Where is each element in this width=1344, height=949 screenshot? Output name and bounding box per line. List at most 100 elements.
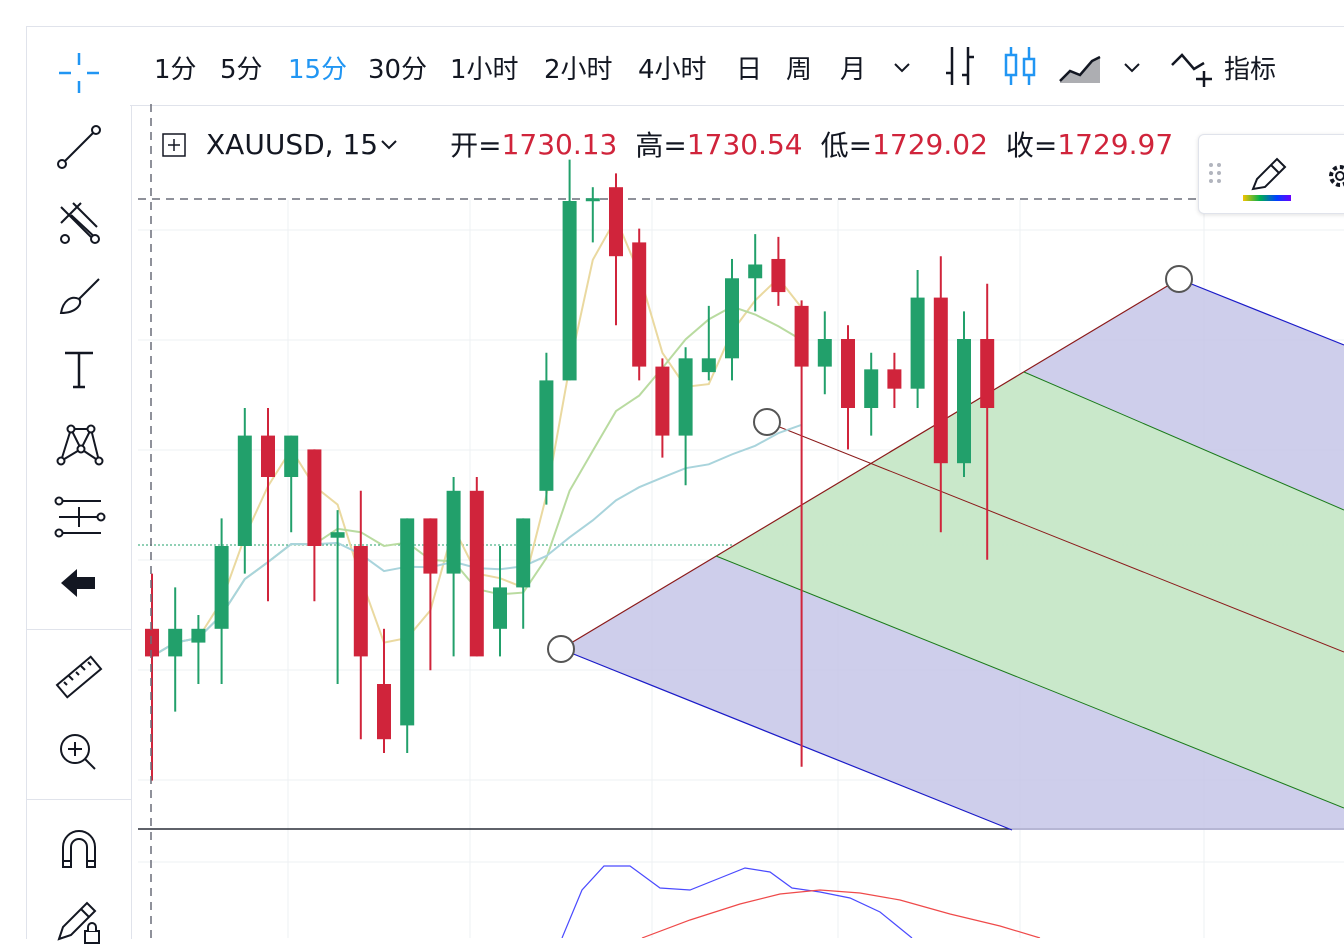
color-pencil-icon[interactable] [1241,151,1293,203]
candle-body [539,380,554,491]
candle [214,518,229,684]
timeframe-30m[interactable]: 30分 [368,55,428,85]
candle-body [771,258,786,293]
zoom-in-icon[interactable] [27,721,131,781]
trendline-icon[interactable] [27,117,131,177]
candle [284,435,299,533]
add-symbol-icon[interactable] [160,130,188,158]
timeframe-day[interactable]: 日 [736,55,763,85]
bar-chart-icon[interactable] [942,41,978,91]
symbol-name[interactable]: XAUUSD, 15 [206,127,379,161]
pitchfork-handle-line [560,278,1180,650]
price-chart[interactable] [130,104,1344,938]
candle-body [469,490,484,657]
text-icon[interactable] [27,339,131,399]
back-arrow-icon[interactable] [27,553,131,613]
chevron-down-icon[interactable] [1120,55,1144,79]
candle-body [678,358,693,436]
candle [307,449,322,602]
timeframe-week[interactable]: 周 [786,55,813,85]
magnet-icon[interactable] [27,819,131,879]
candle-body [446,490,461,574]
indicators-button[interactable]: 指标 [1224,55,1277,85]
candle-body [864,369,879,408]
timeframe-month[interactable]: 月 [840,55,867,85]
candle [353,490,368,740]
candle [864,352,879,436]
candle-body [910,297,925,389]
timeframe-1m[interactable]: 1分 [154,55,197,85]
candle-body [794,305,809,367]
timeframe-5m[interactable]: 5分 [220,55,263,85]
area-chart-icon[interactable] [1058,41,1102,91]
high-value: 1730.54 [686,127,803,161]
candle [145,573,159,781]
candle-body [400,518,415,726]
ruler-icon[interactable] [27,647,131,707]
candle-body [191,628,206,643]
pitchfork-upper-line [1178,278,1344,346]
pitchfork-handle [547,635,575,663]
candle [377,628,391,753]
candle-chart-icon[interactable] [1002,41,1038,91]
candle-body [214,546,229,629]
oscillator-pane [561,865,1041,938]
floating-drawing-toolbar [1198,134,1344,214]
candle [794,300,809,767]
chevron-down-icon[interactable] [378,133,400,155]
candle-body [516,518,531,588]
drag-handle-icon[interactable] [1205,159,1225,191]
candle-body [237,435,252,546]
candle [725,258,739,381]
fib-icon[interactable] [27,487,131,547]
brush-icon[interactable] [27,265,131,325]
pitchfork-handles [547,265,1193,663]
candle-body [957,339,971,464]
timeframe-2h[interactable]: 2小时 [544,55,613,85]
candle [609,173,623,326]
open-label: 开= [450,129,502,162]
candle-body [632,242,647,367]
candle-body [701,358,716,373]
candle [701,305,716,381]
candle-body [585,198,600,202]
candle-body [748,264,763,279]
candle [748,234,763,312]
timeframe-4h[interactable]: 4小时 [638,55,707,85]
candle [446,477,461,657]
open-value: 1730.13 [501,127,618,161]
high-label: 高= [635,129,687,162]
lock-pencil-icon[interactable] [27,889,131,949]
timeframe-1h[interactable]: 1小时 [450,55,519,85]
oscillator-blue-line [561,865,913,938]
candle [841,325,855,450]
pitchfork-lower-line [560,648,1013,831]
candle [585,187,600,243]
candle [817,311,832,395]
candle-body [145,628,159,657]
pitchfork-inner-upper [1023,371,1344,511]
candle-body [655,366,670,436]
candle-body [887,369,902,389]
symbol-legend: XAUUSD, 15 开= 1730.13 高= 1730.54 低= 1729.02… [160,124,1173,164]
chevron-down-icon[interactable] [890,55,914,79]
pitchfork-inner-fill [716,372,1344,808]
candle-body [423,518,438,574]
timeframe-15m[interactable]: 15分 [288,55,348,85]
pitchfork-icon[interactable] [27,191,131,251]
candle [261,408,275,602]
close-value: 1729.97 [1057,127,1174,161]
crosshair-icon[interactable] [27,43,131,103]
pattern-icon[interactable] [27,413,131,473]
candle-body [284,435,299,477]
candle-body [493,587,507,629]
candle-body [353,546,368,657]
settings-icon[interactable] [1325,161,1344,191]
candle [516,518,531,629]
indicators-icon[interactable] [1170,41,1216,91]
candle [957,311,971,477]
candle-body [933,297,948,464]
candle [632,228,647,381]
candle-body [261,435,275,477]
pitchfork-median-line [766,421,1344,653]
